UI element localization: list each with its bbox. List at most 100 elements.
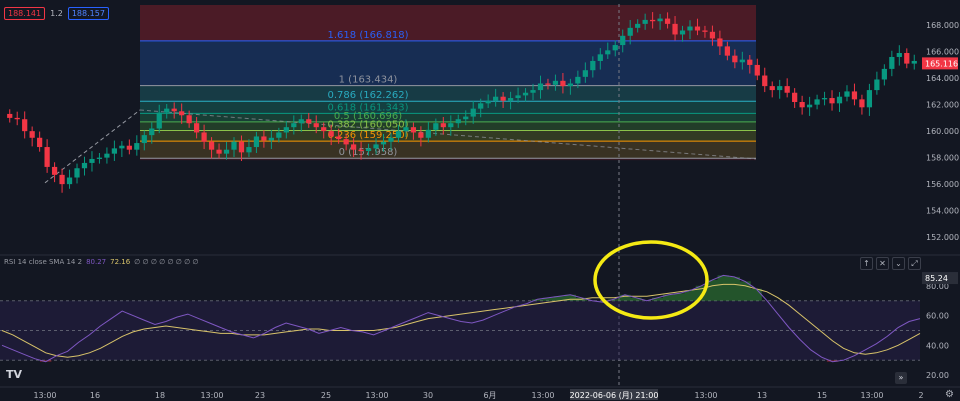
candle-body (844, 91, 850, 97)
candle-body (724, 46, 730, 56)
time-axis-tick: 13:00 (33, 391, 56, 400)
candle-body (238, 141, 245, 153)
time-axis-tick: 25 (321, 391, 331, 400)
candle-body (186, 115, 192, 124)
candle-body (478, 103, 484, 109)
settings-gear-icon[interactable]: ⚙ (945, 389, 954, 400)
rsi-extra-values: ∅ ∅ ∅ ∅ ∅ ∅ ∅ ∅ (134, 258, 199, 266)
candle-body (298, 119, 304, 124)
candle-body (410, 127, 417, 133)
candle-body (507, 98, 514, 101)
rsi-overbought-fill (531, 275, 762, 301)
candle-body (448, 123, 454, 128)
ask-price-button[interactable]: 188.157 (67, 7, 109, 20)
candle-body (829, 98, 835, 104)
candle-body (874, 79, 880, 91)
candle-body (365, 148, 372, 152)
candle-body (836, 96, 843, 104)
price-axis-tick: 166.000 (926, 48, 959, 57)
candle-body (440, 123, 446, 128)
candle-body (111, 148, 118, 154)
tradingview-logo-icon: TV (6, 368, 23, 381)
trend-line (44, 109, 141, 184)
candle-body (216, 149, 222, 154)
candle-body (709, 31, 716, 39)
candle-body (321, 127, 327, 132)
candle-body (590, 60, 596, 71)
spread-value: 1.2 (50, 9, 63, 18)
candle-body (493, 96, 499, 101)
price-axis-tick: 162.000 (926, 101, 959, 110)
candle-body (14, 117, 20, 120)
fib-zone-6 (140, 141, 756, 159)
candle-body (687, 26, 693, 31)
fib-zone-0 (140, 40, 756, 86)
candle-body (403, 127, 409, 132)
time-axis-tick: 18 (155, 391, 165, 400)
candle-body (223, 149, 230, 154)
collapse-pane-icon[interactable]: ⌄ (892, 257, 905, 270)
maximize-pane-icon[interactable]: ⤢ (908, 257, 921, 270)
rsi-last-value-label: 85.24 (925, 274, 948, 283)
trend-line-extension (139, 109, 757, 160)
fib-zone-top (140, 5, 756, 41)
time-axis-tick: 13:00 (860, 391, 883, 400)
candle-body (657, 18, 663, 22)
rsi-legend[interactable]: RSI 14 close SMA 14 2 80.27 72.16 ∅ ∅ ∅ … (4, 258, 199, 266)
price-axis-tick: 158.000 (926, 154, 959, 163)
candle-body (911, 60, 917, 64)
candle-body (37, 137, 43, 148)
candle-body (627, 27, 633, 36)
candle-body (418, 132, 424, 138)
bid-price-button[interactable]: 188.141 (4, 7, 46, 20)
candle-body (261, 136, 267, 141)
candle-body (806, 104, 813, 108)
crosshair-time-tag (570, 389, 658, 400)
candle-body (851, 91, 858, 100)
pane-controls: ↑ ✕ ⌄ ⤢ (860, 257, 921, 270)
candle-body (194, 123, 200, 133)
price-axis-tick: 152.000 (926, 233, 959, 242)
candle-body (29, 131, 35, 138)
candle-body (650, 19, 656, 22)
candle-body (515, 95, 521, 99)
price-axis-tick: 168.000 (926, 21, 959, 30)
candle-body (343, 139, 349, 145)
candle-body (777, 86, 783, 91)
candle-body (313, 123, 319, 128)
rsi-axis-tick: 60.00 (926, 312, 949, 321)
time-axis-tick: 30 (423, 391, 433, 400)
price-axis-tick: 160.000 (926, 127, 959, 136)
fib-level-label: 1 (163.434) (339, 75, 398, 86)
candle-body (306, 119, 312, 124)
time-axis-tick: 2022-06-06 (月) 21:00 (570, 391, 659, 400)
candle-body (792, 92, 798, 103)
candle-body (620, 35, 626, 46)
candle-body (350, 144, 357, 150)
fib-level-label: 0 (157.958) (339, 147, 398, 158)
candle-body (283, 127, 289, 133)
candle-body (246, 147, 252, 153)
rsi-sma-value: 72.16 (110, 258, 131, 266)
time-axis-tick: 23 (255, 391, 265, 400)
candle-body (51, 166, 58, 175)
scroll-to-realtime-icon[interactable]: » (895, 372, 907, 384)
time-axis-tick: 13:00 (694, 391, 717, 400)
candle-body (425, 129, 431, 138)
candle-body (201, 132, 207, 142)
candle-body (799, 102, 805, 108)
candle-body (747, 59, 753, 65)
rsi-band-fill (0, 300, 920, 361)
price-axis-tick: 154.000 (926, 207, 959, 216)
candle-body (268, 137, 274, 141)
candle-body (881, 68, 887, 80)
fib-level-label: 0.618 (161.343) (328, 102, 409, 113)
move-pane-up-icon[interactable]: ↑ (860, 257, 873, 270)
candle-body (485, 100, 491, 104)
candle-body (171, 108, 177, 112)
candle-body (380, 141, 387, 145)
rsi-value: 80.27 (86, 258, 107, 266)
candle-body (358, 149, 364, 152)
close-pane-icon[interactable]: ✕ (876, 257, 889, 270)
